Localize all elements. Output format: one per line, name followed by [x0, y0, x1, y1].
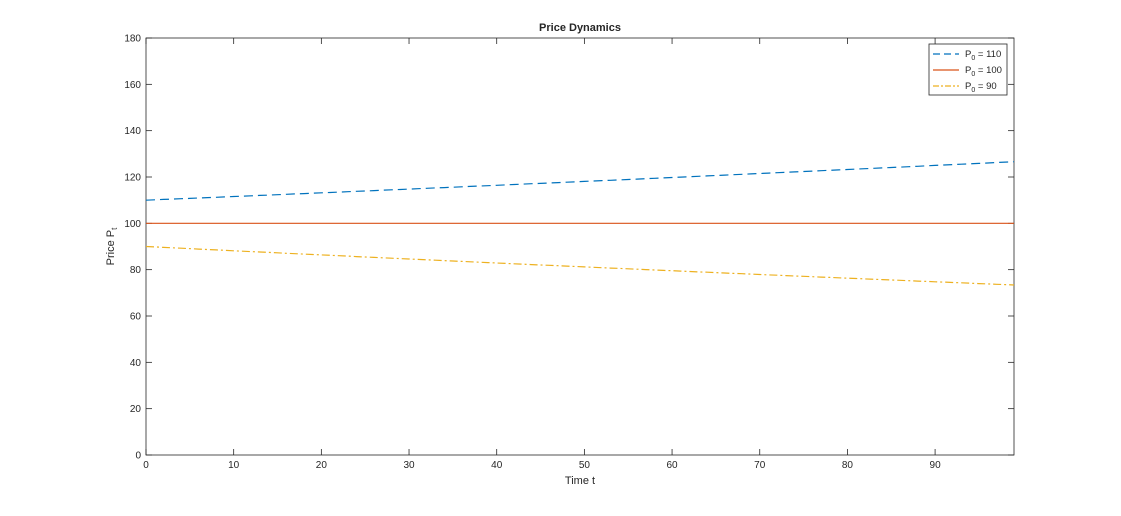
chart-title: Price Dynamics: [539, 22, 621, 34]
series-layer: [145, 161, 1015, 286]
x-tick-label: 20: [316, 460, 328, 471]
y-tick-label: 180: [124, 34, 141, 45]
legend: P0 = 110 P0 = 100 P0 = 90: [928, 43, 1008, 96]
series-line-0: [145, 161, 1015, 201]
x-tick-label: 0: [143, 460, 149, 471]
x-tick-label: 80: [842, 460, 854, 471]
y-tick-label: 140: [124, 126, 141, 137]
x-tick-label: 40: [491, 460, 503, 471]
legend-label-2: P0 = 90: [965, 81, 997, 94]
y-tick-label: 20: [130, 404, 142, 415]
y-axis-label-main: Price P: [105, 230, 117, 265]
y-tick-label: 100: [124, 219, 141, 230]
x-tick-label: 70: [754, 460, 766, 471]
tick-marks: 0 10 20 30 40 50 60 70 80 90 0 20 40 60 80 100 120 140 160…: [124, 34, 1014, 471]
plot-area: [145, 37, 1015, 456]
y-tick-label: 120: [124, 173, 141, 184]
y-axis-label-sub: t: [110, 227, 119, 230]
y-tick-label: 60: [130, 312, 142, 323]
x-tick-label: 60: [666, 460, 678, 471]
series-line-2: [145, 245, 1015, 286]
x-tick-label: 10: [228, 460, 240, 471]
y-tick-label: 160: [124, 80, 141, 91]
x-axis-label: Time t: [565, 475, 595, 487]
y-tick-label: 80: [130, 265, 142, 276]
y-axis-label: Price Pt: [105, 227, 119, 265]
x-tick-label: 30: [403, 460, 415, 471]
axes-box: [145, 37, 1015, 456]
y-tick-label: 40: [130, 358, 142, 369]
x-tick-label: 50: [579, 460, 591, 471]
legend-label-0: P0 = 110: [965, 49, 1001, 62]
y-tick-label: 0: [135, 451, 141, 462]
x-tick-label: 90: [930, 460, 942, 471]
legend-label-1: P0 = 100: [965, 65, 1002, 78]
